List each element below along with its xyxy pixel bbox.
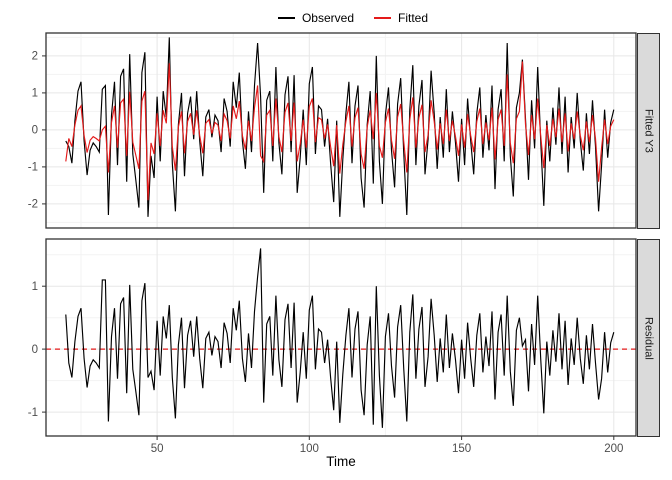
fitted-line xyxy=(65,61,615,201)
facet-strip-residual: Residual xyxy=(637,239,660,437)
y-tick-label: -1 xyxy=(28,407,38,419)
x-tick-label: 150 xyxy=(452,443,471,455)
y-tick-label: 1 xyxy=(32,88,38,100)
y-tick-label: 1 xyxy=(32,281,38,293)
legend: Observed Fitted xyxy=(46,9,660,27)
y-tick-label: 0 xyxy=(32,125,38,137)
facet-strip-label: Residual xyxy=(642,316,655,360)
facet-strip-label: Fitted Y3 xyxy=(642,109,655,153)
y-tick-label: -1 xyxy=(28,162,38,174)
residual-line xyxy=(65,248,615,428)
y-tick-label: 0 xyxy=(32,344,38,356)
x-tick-label: 50 xyxy=(151,443,164,455)
y-tick-label: -2 xyxy=(28,199,38,211)
legend-label-fitted: Fitted xyxy=(398,11,429,25)
x-axis-title: Time xyxy=(326,454,356,469)
panel-fitted-y3: -2 -1 0 1 2 xyxy=(28,32,637,229)
panel-border xyxy=(45,32,637,229)
x-tick-label: 200 xyxy=(604,443,623,455)
y-tick-label: 2 xyxy=(32,51,38,63)
legend-item-observed: Observed xyxy=(277,11,354,25)
facet-strip-fitted-y3: Fitted Y3 xyxy=(637,33,660,229)
observed-line-key-icon xyxy=(277,17,295,19)
observed-line xyxy=(65,37,615,217)
x-tick-label: 100 xyxy=(300,443,319,455)
legend-label-observed: Observed xyxy=(301,11,354,25)
panel-border xyxy=(45,238,637,437)
legend-item-fitted: Fitted xyxy=(374,11,428,25)
fitted-line-key-icon xyxy=(374,17,391,19)
